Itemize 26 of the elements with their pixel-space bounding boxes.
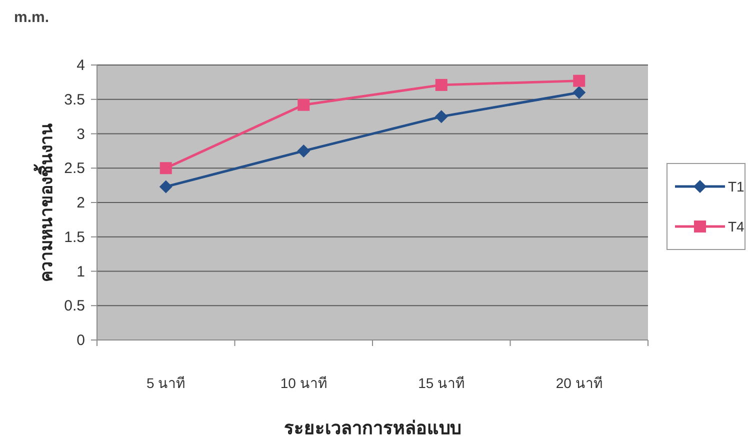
y-tick-label: 0.5 xyxy=(64,298,85,315)
point xyxy=(298,98,310,111)
point xyxy=(435,78,448,91)
point xyxy=(573,74,586,87)
y-tick-label: 2 xyxy=(76,194,85,212)
y-axis-title: ความหนาของชิ้นงาน xyxy=(33,123,56,282)
point xyxy=(159,180,172,194)
y-tick-label: 4 xyxy=(76,57,85,74)
x-axis-title: ระยะเวลาการหล่อแบบ xyxy=(284,418,461,438)
text: m.m. xyxy=(14,9,50,26)
y-tick-label: 1 xyxy=(76,263,85,280)
y-tick-label: 3.5 xyxy=(64,91,85,108)
point xyxy=(572,86,586,99)
y-tick-label: 0 xyxy=(76,332,85,349)
x-tick-label: 15 นาที xyxy=(418,375,465,391)
legend-label: T4 xyxy=(728,218,745,234)
point xyxy=(434,110,448,124)
point xyxy=(160,162,172,174)
y-tick-label: 1.5 xyxy=(64,228,85,246)
point xyxy=(297,144,310,158)
x-tick-label: 5 นาที xyxy=(146,375,186,391)
legend-label: T1 xyxy=(728,178,745,194)
x-tick-label: 20 นาที xyxy=(556,375,602,391)
x-tick-label: 10 นาที xyxy=(280,375,327,391)
y-tick-label: 3 xyxy=(76,126,85,143)
y-tick-label: 2.5 xyxy=(64,160,85,178)
